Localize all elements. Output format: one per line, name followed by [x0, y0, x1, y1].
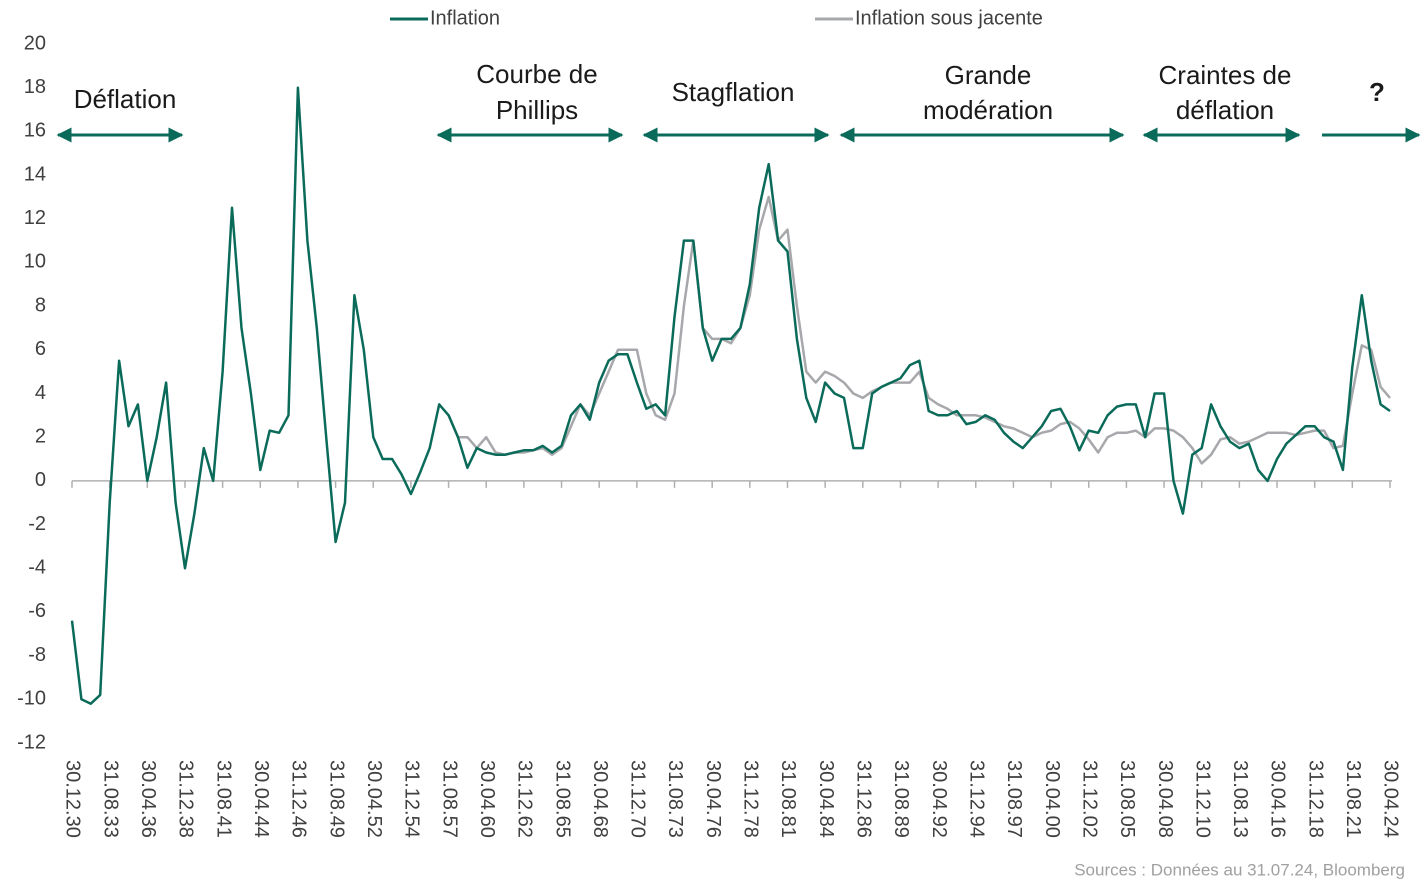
x-tick-label: 31.08.57 [438, 760, 460, 838]
y-tick-label: -8 [28, 644, 46, 666]
annotation: ? [1369, 77, 1385, 107]
legend-label: Inflation sous jacente [855, 7, 1043, 29]
x-tick-label: 31.12.10 [1191, 760, 1213, 838]
x-tick-label: 30.04.52 [363, 760, 385, 838]
x-tick-label: 30.04.24 [1380, 760, 1402, 838]
x-tick-label: 31.08.33 [99, 760, 121, 838]
x-tick-label: 30.04.16 [1267, 760, 1289, 838]
x-tick-label: 30.04.00 [1041, 760, 1063, 838]
x-tick-label: 30.04.68 [589, 760, 611, 838]
x-tick-label: 30.04.76 [702, 760, 724, 838]
x-tick-label: 31.12.38 [175, 760, 197, 838]
x-tick-label: 31.12.62 [514, 760, 536, 838]
x-tick-label: 31.08.81 [777, 760, 799, 838]
y-tick-label: 6 [35, 338, 46, 360]
x-tick-label: 30.04.84 [815, 760, 837, 838]
x-tick-label: 31.08.13 [1229, 760, 1251, 838]
x-tick-label: 30.04.92 [928, 760, 950, 838]
x-tick-label: 31.08.73 [664, 760, 686, 838]
x-tick-label: 30.04.60 [476, 760, 498, 838]
x-tick-label: 31.12.18 [1304, 760, 1326, 838]
series-line [70, 86, 1391, 705]
x-tick-label: 31.08.89 [890, 760, 912, 838]
y-tick-label: 14 [24, 163, 46, 185]
x-tick-label: 31.12.78 [740, 760, 762, 838]
annotation: modération [923, 95, 1053, 125]
x-tick-label: 31.08.65 [551, 760, 573, 838]
y-tick-label: 4 [35, 382, 46, 404]
annotation: Phillips [496, 95, 578, 125]
annotation: Stagflation [672, 77, 795, 107]
source: Sources : Données au 31.07.24, Bloomberg [1074, 860, 1405, 879]
y-tick-label: 20 [24, 32, 46, 54]
y-tick-label: 16 [24, 120, 46, 142]
x-tick-label: 30.04.36 [137, 760, 159, 838]
y-tick-label: 0 [35, 469, 46, 491]
y-tick-label: -6 [28, 600, 46, 622]
x-tick-label: 31.12.70 [627, 760, 649, 838]
y-tick-label: 18 [24, 76, 46, 98]
y-tick-label: -12 [17, 731, 46, 753]
x-tick-label: 30.04.08 [1154, 760, 1176, 838]
series-line [447, 195, 1391, 465]
x-tick-label: 31.08.05 [1116, 760, 1138, 838]
x-tick-label: 31.12.46 [288, 760, 310, 838]
y-tick-label: -4 [28, 557, 46, 579]
x-tick-label: 31.08.41 [212, 760, 234, 838]
y-tick-label: 2 [35, 425, 46, 447]
y-tick-label: -10 [17, 688, 46, 710]
x-tick-label: 31.12.94 [965, 760, 987, 838]
x-tick-label: 31.12.86 [853, 760, 875, 838]
x-tick-label: 31.12.02 [1078, 760, 1100, 838]
x-tick-label: 31.08.21 [1342, 760, 1364, 838]
y-tick-label: 10 [24, 251, 46, 273]
y-tick-label: 8 [35, 294, 46, 316]
y-tick-label: 12 [24, 207, 46, 229]
y-tick-label: -2 [28, 513, 46, 535]
x-tick-label: 31.08.49 [325, 760, 347, 838]
annotation: Courbe de [476, 59, 597, 89]
annotation: déflation [1176, 95, 1274, 125]
annotation: Grande [945, 60, 1032, 90]
legend-label: Inflation [430, 7, 500, 29]
x-tick-label: 31.12.54 [401, 760, 423, 838]
annotation: Craintes de [1159, 60, 1292, 90]
x-tick-label: 31.08.97 [1003, 760, 1025, 838]
x-tick-label: 30.12.30 [62, 760, 84, 838]
annotation: Déflation [74, 84, 177, 114]
x-tick-label: 30.04.44 [250, 760, 272, 838]
